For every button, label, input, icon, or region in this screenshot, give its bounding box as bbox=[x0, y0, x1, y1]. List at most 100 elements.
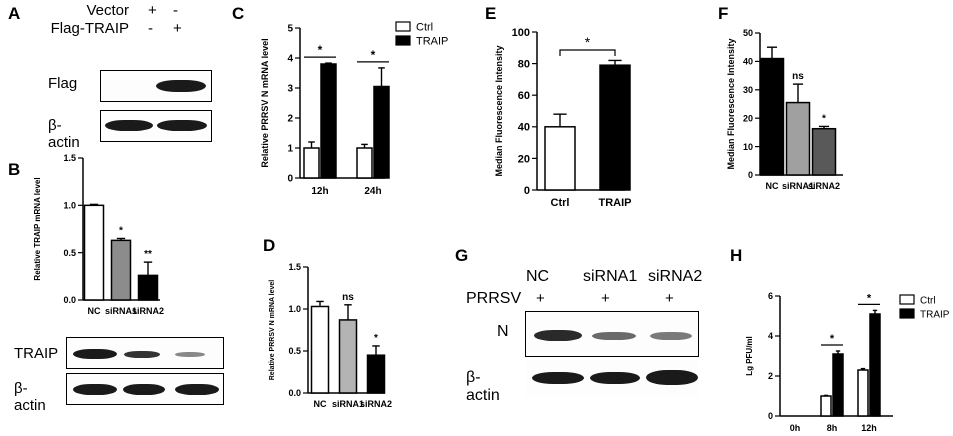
y-tick-label: 20 bbox=[743, 113, 753, 123]
bar-ctrl bbox=[544, 126, 576, 191]
bar-sirna2 bbox=[366, 354, 386, 394]
mark-flag-traip-2: + bbox=[173, 20, 182, 37]
y-axis-label: Relative PRRSV N mRNA level bbox=[260, 38, 270, 167]
bar-sirna1 bbox=[338, 319, 358, 394]
band-n-sirna2 bbox=[650, 332, 692, 340]
panel-label-c: C bbox=[232, 4, 245, 23]
blot-label-flag: Flag bbox=[48, 75, 78, 92]
bar-nc bbox=[310, 305, 330, 394]
blot-beta-actin-a bbox=[100, 110, 212, 142]
legend-label-ctrl: Ctrl bbox=[920, 296, 936, 307]
bar-traip-12h bbox=[320, 63, 337, 179]
significance-label: ns bbox=[792, 71, 804, 82]
blot-flag bbox=[100, 70, 212, 102]
y-tick-label: 50 bbox=[743, 28, 753, 38]
legend-swatch-ctrl bbox=[899, 294, 915, 305]
significance-label: * bbox=[119, 225, 123, 236]
band-n-nc bbox=[534, 330, 582, 341]
row-label-vector: Vector bbox=[86, 2, 129, 19]
blot-label-traip: TRAIP bbox=[14, 345, 59, 362]
chart-e: 0 20 40 60 80 100 Median Fluorescence Intensit… bbox=[494, 27, 632, 209]
x-tick-label: NC bbox=[314, 399, 327, 409]
panel-label-e: E bbox=[485, 4, 497, 23]
panel-label-a: A bbox=[8, 4, 21, 23]
bar-nc bbox=[759, 57, 785, 176]
y-tick-label: 20 bbox=[518, 153, 530, 165]
legend-label-traip: TRAIP bbox=[920, 310, 950, 321]
band-actin-b-nc bbox=[73, 384, 117, 395]
x-tick-label: 12h bbox=[861, 423, 877, 433]
bar-sirna1 bbox=[110, 239, 132, 301]
panel-label-f: F bbox=[718, 4, 729, 23]
blot-label-beta-actin-g: β-actin bbox=[466, 369, 500, 404]
bar-sirna1 bbox=[785, 101, 811, 176]
y-axis-label: Lg PFU/ml bbox=[745, 336, 754, 376]
band-n-sirna1 bbox=[592, 332, 636, 340]
significance-bracket bbox=[559, 49, 616, 56]
x-tick-label: siRNA1 bbox=[105, 306, 137, 316]
blot-label-n: N bbox=[497, 323, 509, 340]
band-actin-b-sirna2 bbox=[175, 384, 219, 395]
bar-ctrl-12h bbox=[303, 147, 320, 179]
legend-label-ctrl: Ctrl bbox=[416, 22, 433, 34]
legend-swatch-traip bbox=[395, 35, 411, 46]
band-flag-traip bbox=[156, 80, 206, 92]
y-tick-label: 4 bbox=[287, 54, 293, 65]
y-tick-label: 3 bbox=[287, 84, 293, 95]
y-tick-label: 0 bbox=[768, 411, 773, 421]
band-actin-vector bbox=[105, 120, 153, 131]
significance-label: * bbox=[830, 333, 835, 345]
x-tick-label: NC bbox=[88, 306, 101, 316]
significance-label: ns bbox=[342, 292, 354, 303]
mark-vector-2: - bbox=[173, 2, 178, 19]
significance-label: * bbox=[371, 48, 376, 62]
row-label-prrsv: PRRSV bbox=[466, 290, 522, 307]
y-tick-label: 80 bbox=[518, 58, 530, 70]
bar-traip bbox=[599, 64, 631, 191]
y-tick-label: 40 bbox=[518, 122, 530, 134]
x-tick-label: Ctrl bbox=[551, 197, 570, 209]
y-tick-label: 0.0 bbox=[63, 295, 76, 305]
y-tick-label: 2 bbox=[287, 114, 293, 125]
mark-prrsv-nc: + bbox=[536, 290, 545, 307]
y-tick-label: 100 bbox=[512, 27, 530, 39]
significance-label: * bbox=[585, 34, 591, 50]
y-tick-label: 6 bbox=[768, 291, 773, 301]
y-axis-label: Relative TRAIP mRNA level bbox=[33, 177, 42, 280]
y-tick-label: 1 bbox=[287, 144, 293, 155]
y-tick-label: 1.5 bbox=[63, 153, 76, 163]
blot-label-beta-actin-b: β-actin bbox=[14, 380, 46, 414]
y-tick-label: 0 bbox=[748, 170, 753, 180]
bar-ctrl-24h bbox=[356, 147, 373, 179]
x-tick-label: 12h bbox=[311, 186, 328, 197]
x-tick-label: siRNA2 bbox=[808, 181, 840, 191]
y-tick-label: 2 bbox=[768, 371, 773, 381]
significance-label: * bbox=[318, 43, 323, 57]
row-label-flag-traip: Flag-TRAIP bbox=[50, 20, 129, 37]
y-tick-label: 0 bbox=[524, 185, 530, 197]
chart-d: 0.0 0.5 1.0 1.5 Relative PRRSV N mRNA level N… bbox=[269, 262, 392, 409]
y-tick-label: 0.5 bbox=[63, 248, 76, 258]
bar-traip-24h bbox=[373, 85, 390, 179]
x-tick-label: siRNA2 bbox=[360, 399, 392, 409]
bar-traip-12h bbox=[869, 313, 881, 417]
y-tick-label: 0.5 bbox=[288, 346, 301, 356]
blot-traip bbox=[66, 337, 224, 369]
blot-label-beta-actin-a: β-actin bbox=[48, 117, 80, 151]
significance-label: * bbox=[867, 292, 872, 304]
band-actin-g-nc bbox=[532, 372, 584, 384]
y-axis-label: Median Fluorescence Intensity bbox=[726, 38, 736, 169]
column-label-sirna2: siRNA2 bbox=[648, 268, 703, 285]
blot-beta-actin-g bbox=[525, 359, 699, 397]
x-tick-label: NC bbox=[766, 181, 779, 191]
x-tick-label: 0h bbox=[790, 423, 801, 433]
panel-label-g: G bbox=[455, 246, 469, 265]
y-tick-label: 30 bbox=[743, 85, 753, 95]
bar-ctrl-8h bbox=[820, 395, 832, 417]
column-label-sirna1: siRNA1 bbox=[583, 268, 638, 285]
bar-traip-8h bbox=[832, 353, 844, 417]
band-traip-sirna1 bbox=[124, 351, 160, 358]
chart-f: 0 10 20 30 40 50 Median Fluorescence Intensity… bbox=[726, 28, 843, 191]
y-tick-label: 10 bbox=[743, 142, 753, 152]
panel-label-h: H bbox=[730, 246, 743, 265]
